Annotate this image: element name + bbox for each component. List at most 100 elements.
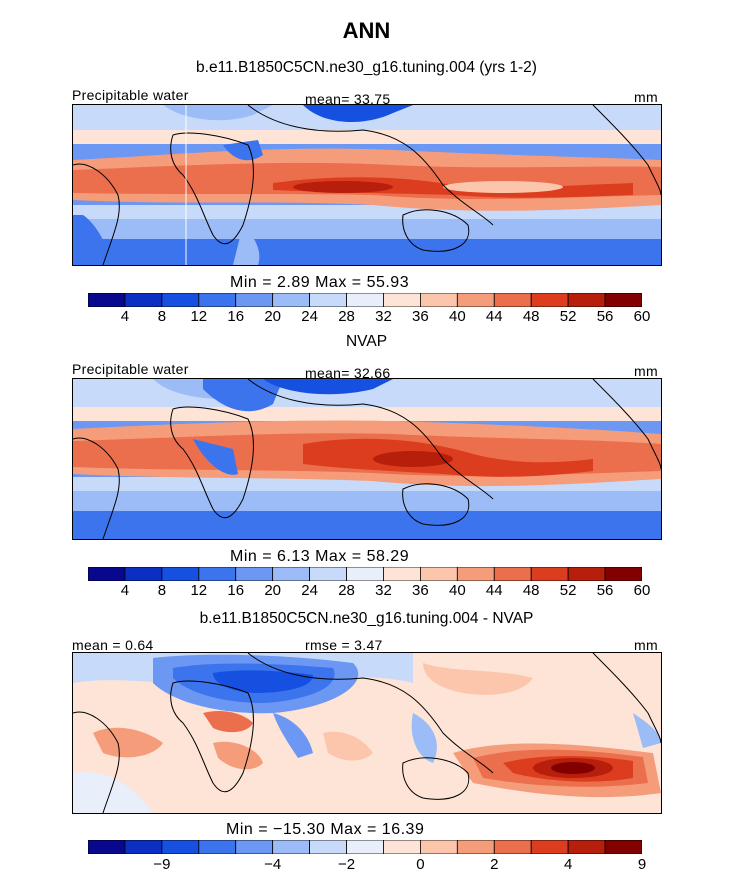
- colorbar-swatch: [419, 567, 458, 581]
- panel1-mean-label: mean= 33.75: [305, 91, 391, 107]
- colorbar-swatch: [235, 293, 274, 307]
- colorbar-swatch: [604, 293, 642, 307]
- colorbar-tick-label: 52: [559, 582, 577, 599]
- colorbar-tick-label: 56: [596, 582, 614, 599]
- panel1-subtitle: b.e11.B1850C5CN.ne30_g16.tuning.004 (yrs…: [196, 59, 537, 76]
- colorbar-swatch: [272, 567, 311, 581]
- colorbar-swatch: [124, 567, 163, 581]
- panel1-colorbar-ticks: 4 8 12 16 20 24 28 32 36 40 44 48 52 56 60: [88, 308, 651, 328]
- colorbar-swatch: [161, 567, 200, 581]
- panel2-colorbar-ticks: 4 8 12 16 20 24 28 32 36 40 44 48 52 56 60: [88, 582, 651, 602]
- colorbar-tick-label: −2: [337, 856, 356, 873]
- colorbar-tick-label: −9: [153, 856, 171, 873]
- colorbar-tick-label: 20: [264, 582, 281, 599]
- colorbar-swatch: [567, 840, 606, 854]
- colorbar-swatch: [493, 293, 532, 307]
- colorbar-swatch: [604, 840, 642, 854]
- colorbar-tick-label: 24: [301, 308, 318, 325]
- colorbar-tick-label: 48: [522, 582, 540, 599]
- colorbar-swatch: [272, 293, 311, 307]
- colorbar-tick-label: 4: [563, 856, 573, 873]
- colorbar-swatch: [198, 293, 237, 307]
- colorbar-swatch: [567, 293, 606, 307]
- colorbar-tick-label: 8: [157, 582, 167, 599]
- colorbar-tick-label: 12: [190, 582, 208, 599]
- colorbar-tick-label: 28: [338, 582, 355, 599]
- colorbar-swatch: [88, 567, 126, 581]
- panel1-colorbar: [88, 293, 642, 307]
- panel1-map: [72, 104, 662, 266]
- panel3-colorbar: [88, 840, 642, 854]
- colorbar-tick-label: 4: [120, 582, 130, 599]
- panel3-subtitle: b.e11.B1850C5CN.ne30_g16.tuning.004 - NV…: [199, 610, 534, 627]
- colorbar-swatch: [419, 840, 458, 854]
- colorbar-swatch: [456, 567, 495, 581]
- panel3-map: [72, 652, 662, 814]
- colorbar-tick-label: 60: [633, 582, 651, 599]
- colorbar-swatch: [493, 840, 532, 854]
- colorbar-swatch: [346, 840, 384, 854]
- colorbar-tick-label: 32: [375, 308, 392, 325]
- panel3-colorbar-ticks: −9 −4 −2 0 2 4 9: [88, 856, 646, 876]
- colorbar-swatch: [309, 567, 347, 581]
- colorbar-swatch: [383, 840, 421, 854]
- colorbar-swatch: [419, 293, 458, 307]
- colorbar-swatch: [346, 293, 384, 307]
- colorbar-tick-label: 16: [227, 582, 245, 599]
- colorbar-tick-label: 36: [412, 582, 429, 599]
- panel2-colorbar: [88, 567, 642, 581]
- colorbar-tick-label: 4: [120, 308, 130, 325]
- panel2-map: [72, 378, 662, 540]
- colorbar-tick-label: 44: [485, 582, 503, 599]
- panel3-mean-label: mean = 0.64: [72, 637, 154, 653]
- colorbar-swatch: [346, 567, 384, 581]
- panel3-rmse-label: rmse = 3.47: [305, 637, 383, 653]
- colorbar-swatch: [383, 567, 421, 581]
- colorbar-tick-label: 60: [633, 308, 651, 325]
- colorbar-swatch: [198, 567, 237, 581]
- colorbar-tick-label: 36: [412, 308, 429, 325]
- colorbar-swatch: [604, 567, 642, 581]
- colorbar-swatch: [383, 293, 421, 307]
- colorbar-tick-label: 8: [157, 308, 167, 325]
- colorbar-swatch: [124, 840, 163, 854]
- colorbar-tick-label: −4: [264, 856, 282, 873]
- colorbar-tick-label: 2: [490, 856, 499, 873]
- colorbar-swatch: [198, 840, 237, 854]
- panel3-units-label: mm: [634, 637, 658, 653]
- colorbar-swatch: [309, 840, 347, 854]
- panel3-stats: Min = −15.30 Max = 16.39: [226, 821, 425, 838]
- colorbar-swatch: [88, 293, 126, 307]
- panel1-units-label: mm: [634, 89, 658, 105]
- panel2-units-label: mm: [634, 363, 658, 379]
- colorbar-swatch: [88, 840, 126, 854]
- colorbar-swatch: [493, 567, 532, 581]
- colorbar-tick-label: 52: [559, 308, 577, 325]
- colorbar-tick-label: 16: [227, 308, 245, 325]
- colorbar-tick-label: 28: [338, 308, 355, 325]
- colorbar-tick-label: 48: [522, 308, 540, 325]
- colorbar-tick-label: 9: [637, 856, 647, 873]
- figure-title: ANN: [342, 18, 391, 43]
- panel2-left-label: Precipitable water: [72, 361, 189, 377]
- colorbar-swatch: [567, 567, 606, 581]
- colorbar-swatch: [272, 840, 311, 854]
- colorbar-tick-label: 56: [596, 308, 614, 325]
- colorbar-swatch: [456, 293, 495, 307]
- panel1-left-label: Precipitable water: [72, 87, 189, 103]
- colorbar-tick-label: 40: [448, 308, 466, 325]
- colorbar-tick-label: 20: [264, 308, 281, 325]
- colorbar-tick-label: 0: [416, 856, 425, 873]
- colorbar-swatch: [235, 840, 274, 854]
- colorbar-swatch: [235, 567, 274, 581]
- colorbar-swatch: [161, 293, 200, 307]
- colorbar-swatch: [530, 840, 569, 854]
- colorbar-swatch: [456, 840, 495, 854]
- colorbar-tick-label: 24: [301, 582, 318, 599]
- colorbar-swatch: [530, 567, 569, 581]
- colorbar-tick-label: 44: [485, 308, 503, 325]
- colorbar-swatch: [530, 293, 569, 307]
- colorbar-swatch: [124, 293, 163, 307]
- panel2-mean-label: mean= 32.66: [305, 365, 391, 381]
- colorbar-swatch: [309, 293, 347, 307]
